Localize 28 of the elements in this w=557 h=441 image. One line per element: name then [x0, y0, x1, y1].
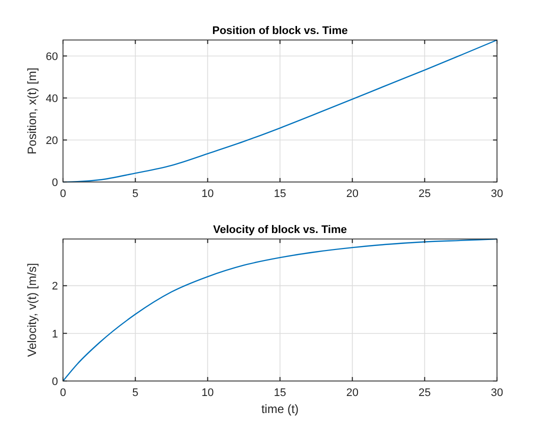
x-tick-label: 0 — [60, 188, 66, 200]
x-tick-label: 10 — [202, 387, 214, 399]
x-tick-label: 20 — [346, 387, 358, 399]
y-tick-label: 0 — [52, 376, 58, 388]
x-tick-label: 20 — [346, 188, 358, 200]
x-tick-label: 5 — [132, 188, 138, 200]
y-tick-label: 1 — [52, 328, 58, 340]
chart-title: Position of block vs. Time — [212, 25, 348, 37]
chart-title: Velocity of block vs. Time — [213, 224, 347, 236]
x-tick-label: 15 — [274, 387, 286, 399]
y-tick-label: 60 — [46, 50, 58, 63]
line-series — [62, 238, 498, 382]
line-series — [62, 39, 498, 183]
y-tick-label: 0 — [52, 177, 58, 189]
y-tick-label: 2 — [52, 280, 58, 293]
x-tick-label: 30 — [490, 387, 504, 399]
x-tick-label: 0 — [60, 387, 66, 399]
x-tick-label: 25 — [418, 188, 431, 200]
y-tick-label: 40 — [46, 92, 58, 105]
y-tick-label: 20 — [46, 134, 58, 147]
y-axis-title: Position, x(t) [m] — [25, 68, 39, 154]
x-tick-label: 10 — [202, 188, 214, 200]
x-axis-title: time (t) — [261, 402, 299, 416]
y-axis-title: Velocity, v(t) [m/s] — [25, 263, 39, 357]
x-tick-label: 15 — [274, 188, 286, 200]
x-tick-label: 5 — [132, 387, 138, 399]
x-tick-label: 30 — [490, 188, 504, 200]
x-tick-label: 25 — [418, 387, 431, 399]
